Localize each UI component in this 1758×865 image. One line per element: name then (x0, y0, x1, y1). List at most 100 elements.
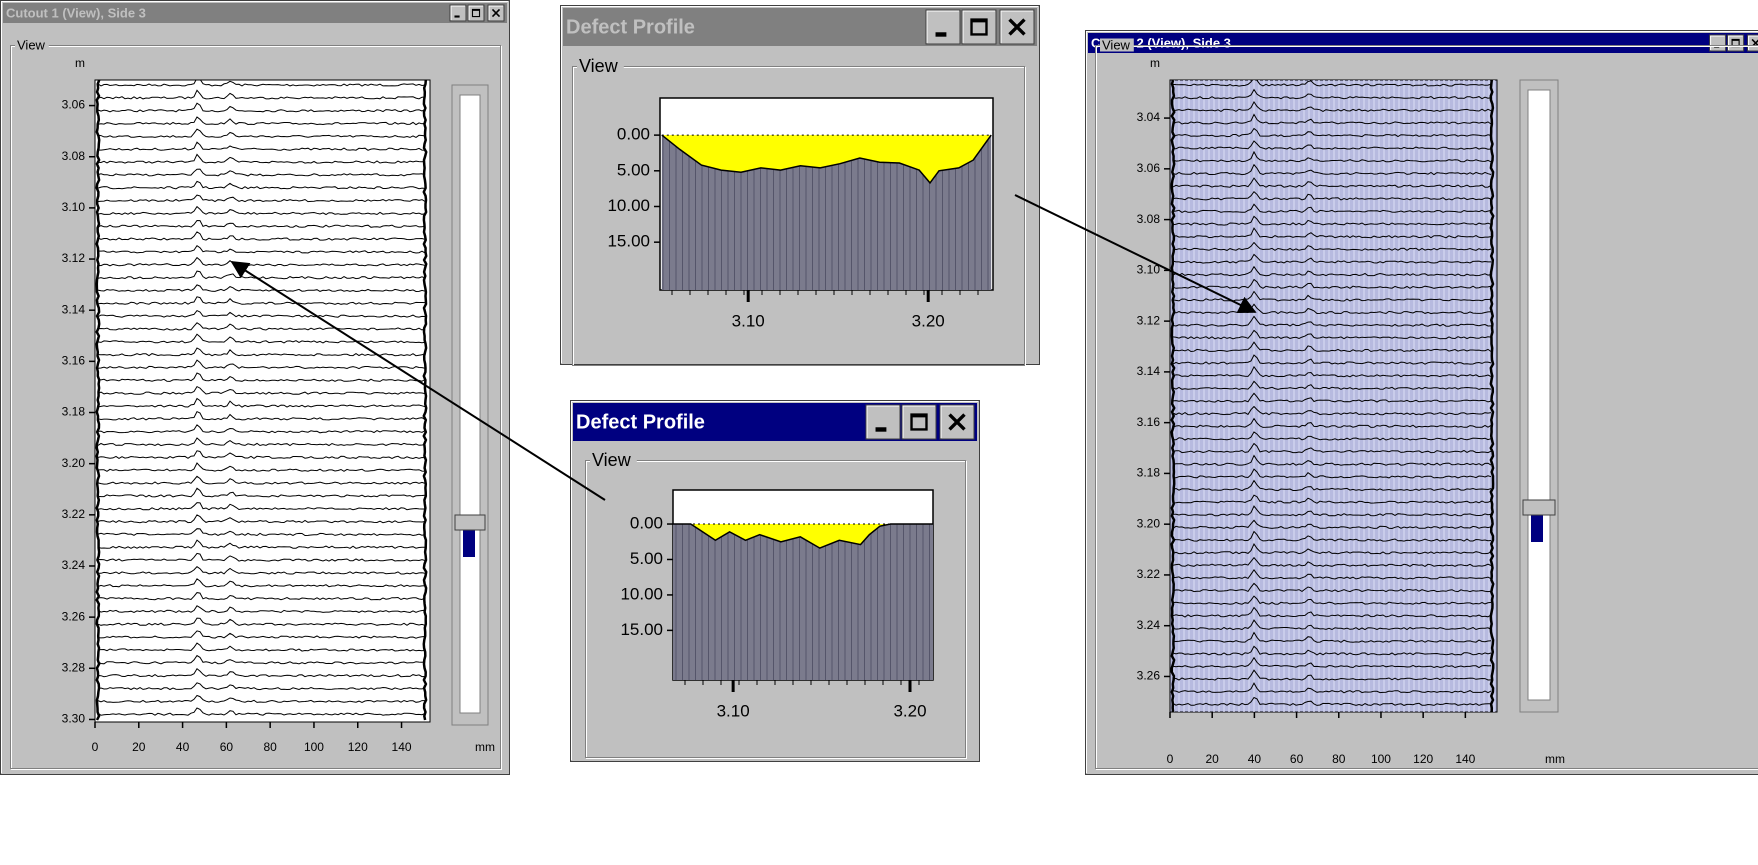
slider-thumb[interactable] (1522, 499, 1556, 516)
scan-line (1172, 80, 1492, 87)
close-button[interactable] (999, 9, 1035, 45)
group-box (1095, 45, 1758, 769)
scan-line (1172, 278, 1492, 289)
scan-line (97, 153, 426, 164)
window: Defect Profile View 0.00 5.00 10.00 15.00 3.10… (570, 400, 980, 762)
scan-line (97, 539, 425, 549)
maximize-glyph (970, 18, 988, 36)
y-tick-label: 15.00 (607, 232, 650, 251)
scan-line (97, 359, 426, 370)
y-unit: m (1150, 56, 1160, 70)
scan-line (97, 487, 426, 498)
button-face (901, 404, 937, 440)
title-bar (3, 3, 507, 23)
button-bevel (450, 5, 465, 20)
close-glyph (948, 413, 966, 431)
maximize-glyph (910, 413, 928, 431)
scan-line (97, 231, 426, 241)
scan-line (1172, 190, 1492, 201)
minimize-button[interactable] (1709, 34, 1727, 52)
scan-line (1172, 405, 1492, 416)
group-box (572, 66, 1025, 366)
windows: Cutout 1 (View), Side 3 View 3.06 3.08 3.10 3… (0, 0, 1758, 775)
group-box-shadow (11, 46, 502, 770)
scan-line (1172, 215, 1492, 226)
y-tick-label: 3.28 (62, 660, 86, 674)
button-bevel (962, 10, 995, 43)
y-tick-label: 3.06 (62, 98, 86, 112)
y-tick-label: 15.00 (620, 620, 663, 639)
scan-line (1172, 88, 1492, 100)
maximize-button[interactable] (467, 4, 485, 22)
x-tick-label: 3.10 (717, 701, 750, 720)
scan-line (1172, 619, 1492, 631)
y-tick-label: 3.12 (62, 251, 86, 265)
scan-line (97, 205, 426, 216)
maximize-button[interactable] (901, 404, 937, 440)
y-tick-label: 3.18 (1137, 466, 1161, 480)
scan-line (1172, 101, 1492, 112)
scan-line (97, 322, 426, 331)
x-tick-label: 40 (1248, 752, 1262, 766)
close-button[interactable] (939, 404, 975, 440)
profile-line (673, 523, 933, 549)
defect-fill (673, 524, 933, 549)
minimize-button[interactable] (449, 4, 467, 22)
material-fill (661, 135, 992, 290)
button-face (467, 4, 485, 22)
scan-line (97, 102, 426, 113)
button-face (1709, 34, 1727, 52)
plot-area (94, 79, 431, 723)
scan-line (97, 116, 426, 126)
button-bevel (940, 405, 973, 438)
group-box (10, 45, 501, 769)
group-box-shadow (1096, 46, 1758, 770)
stripes (675, 524, 930, 680)
scan-line (1172, 669, 1492, 681)
y-tick-label: 3.12 (1137, 313, 1161, 327)
minimize-button[interactable] (925, 9, 961, 45)
scan-line (1172, 494, 1492, 504)
scan-line (1172, 354, 1492, 365)
scan-line (1172, 290, 1492, 302)
y-tick-label: 3.20 (62, 456, 86, 470)
slider-thumb[interactable] (454, 514, 486, 531)
x-tick-label: 20 (132, 740, 146, 754)
scan-line (97, 372, 426, 382)
scan-line (97, 180, 426, 190)
close-button[interactable] (1747, 34, 1758, 52)
close-button[interactable] (487, 4, 505, 22)
scan-line (97, 437, 426, 447)
scan-lines (1170, 80, 1495, 712)
group-label: View (592, 450, 632, 470)
scan-line (1172, 253, 1491, 264)
scan-line (1172, 227, 1492, 239)
maximize-button[interactable] (1727, 34, 1745, 52)
scan-line (97, 654, 426, 665)
window-title: Defect Profile (566, 16, 695, 38)
scan-line (1172, 454, 1492, 466)
x-tick-label: 140 (1455, 752, 1475, 766)
group-label: View (17, 37, 46, 52)
scan-line (1172, 645, 1492, 656)
scan-line (1172, 177, 1492, 188)
scan-line (97, 410, 426, 421)
slider-level (463, 530, 475, 557)
maximize-button[interactable] (961, 9, 997, 45)
edge-line (1489, 80, 1495, 712)
slider-well (1527, 89, 1551, 701)
scan-line (1172, 606, 1492, 618)
scan-line (97, 168, 426, 177)
y-tick-label: 3.24 (1137, 618, 1161, 632)
x-tick-label: 140 (392, 740, 412, 754)
scan-line (1172, 203, 1492, 213)
minimize-button[interactable] (865, 404, 901, 440)
y-tick-label: 3.26 (62, 609, 86, 623)
window-title: Defect Profile (576, 411, 705, 433)
scan-line (97, 450, 426, 460)
x-tick-label: 120 (348, 740, 368, 754)
scan-line (1172, 519, 1492, 530)
y-tick-label: 3.18 (62, 405, 86, 419)
group-label: View (579, 56, 619, 76)
